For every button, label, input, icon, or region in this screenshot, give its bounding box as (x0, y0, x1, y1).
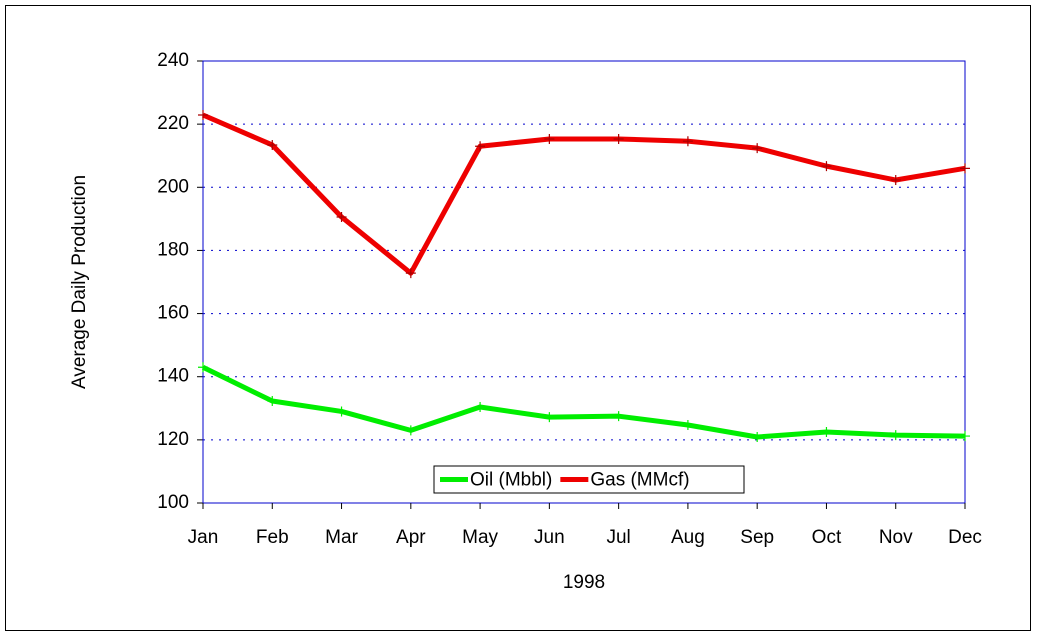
x-tick-label: Feb (256, 527, 289, 548)
point-marker (336, 211, 347, 222)
point-marker (198, 362, 208, 373)
y-axis-label: Average Daily Production (69, 175, 90, 389)
y-tick-label: 200 (157, 176, 189, 197)
point-marker (890, 175, 901, 186)
point-marker (336, 406, 347, 417)
y-tick-label: 160 (157, 303, 189, 324)
point-marker (682, 420, 693, 431)
x-tick-label: Apr (396, 527, 426, 548)
series-line (201, 364, 966, 440)
point-marker (544, 412, 555, 423)
x-tick-label: Nov (879, 527, 913, 548)
legend-label: Oil (Mbbl) (470, 470, 552, 491)
x-tick-label: Jan (188, 527, 219, 548)
point-marker (613, 133, 624, 144)
point-marker (405, 425, 416, 436)
point-marker (821, 426, 832, 437)
x-tick-label: Jul (606, 527, 630, 548)
point-marker (890, 430, 901, 441)
x-tick-label: Sep (740, 527, 774, 548)
y-tick-label: 140 (157, 366, 189, 387)
legend-box (433, 465, 745, 494)
point-marker (752, 143, 763, 154)
point-marker (267, 396, 278, 407)
x-tick-label: Mar (325, 527, 358, 548)
x-tick-label: Aug (671, 527, 705, 548)
point-marker (267, 139, 278, 150)
point-marker (475, 141, 486, 152)
y-tick-label: 100 (157, 492, 189, 513)
point-marker (821, 161, 832, 172)
point-marker (752, 432, 763, 443)
x-tick-label: May (462, 527, 498, 548)
y-tick-label: 220 (157, 113, 189, 134)
point-marker (613, 411, 624, 422)
x-tick-label: Oct (812, 527, 842, 548)
point-marker (960, 431, 970, 442)
x-tick-label: Dec (948, 527, 982, 548)
point-marker (544, 133, 555, 144)
y-tick-label: 240 (157, 50, 189, 71)
y-tick-label: 120 (157, 429, 189, 450)
chart-frame (5, 5, 1031, 631)
x-tick-label: Jun (534, 527, 565, 548)
point-marker (960, 163, 970, 174)
x-axis-label: 1998 (563, 572, 605, 593)
plot-border (202, 60, 966, 504)
point-marker (682, 136, 693, 147)
y-tick-label: 180 (157, 239, 189, 260)
series-line (202, 112, 966, 276)
point-marker (475, 402, 486, 413)
legend-label: Gas (MMcf) (590, 470, 689, 491)
point-marker (405, 268, 416, 279)
point-marker (198, 109, 208, 120)
